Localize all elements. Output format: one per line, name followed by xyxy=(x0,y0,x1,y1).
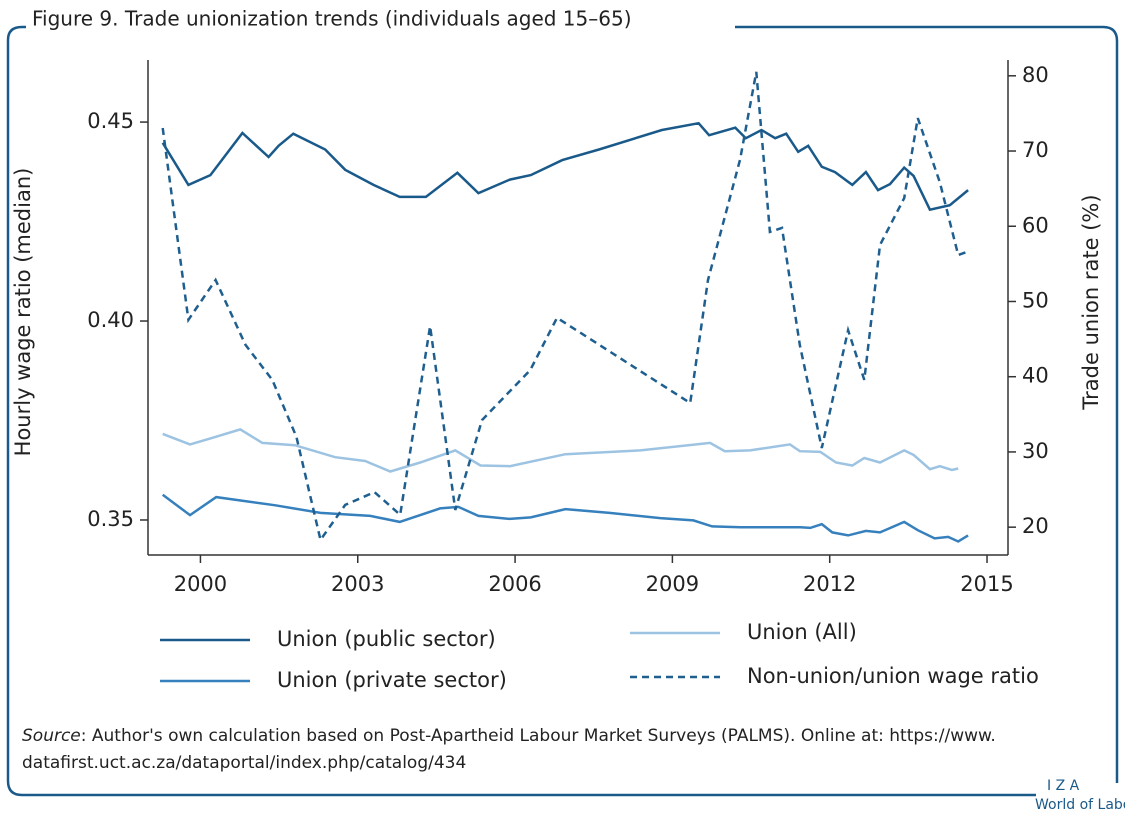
legend-label: Union (private sector) xyxy=(277,668,507,692)
source-label: Source xyxy=(22,726,81,746)
legend-label: Non-union/union wage ratio xyxy=(747,664,1039,688)
legend-label: Union (public sector) xyxy=(277,627,496,651)
series-line xyxy=(162,428,959,473)
y2-tick-label: 60 xyxy=(1022,213,1049,237)
logo-mark: I Z A xyxy=(1047,778,1080,794)
source-note: Source: Author's own calculation based o… xyxy=(22,726,996,746)
y2-tick-label: 30 xyxy=(1022,439,1049,463)
y2-tick-label: 50 xyxy=(1022,288,1049,312)
y2-tick-label: 40 xyxy=(1022,364,1049,388)
y2-tick-label: 80 xyxy=(1022,63,1049,87)
plot: 2000 2003 2006 2009 2012 2015 0.35 0.40 0.45 20 30… xyxy=(87,60,1049,692)
source-text: datafirst.uct.ac.za/dataportal/index.php… xyxy=(22,753,466,773)
x-tick-label: 2015 xyxy=(960,572,1013,596)
y2-axis-label: Trade union rate (%) xyxy=(1079,194,1103,410)
frame-top xyxy=(735,25,1119,783)
x-tick-label: 2003 xyxy=(331,572,384,596)
x-tick-label: 2000 xyxy=(174,572,227,596)
y2-tick-label: 70 xyxy=(1022,138,1049,162)
logo-name: World of Labor xyxy=(1035,797,1125,813)
y-axis-label: Hourly wage ratio (median) xyxy=(11,168,35,457)
chart-title: Figure 9. Trade unionization trends (ind… xyxy=(32,7,632,31)
y-tick-label: 0.45 xyxy=(87,109,134,133)
series-line xyxy=(161,121,969,212)
x-tick-label: 2012 xyxy=(803,572,856,596)
series-line xyxy=(161,493,969,543)
y-tick-label: 0.40 xyxy=(87,308,134,332)
y2-tick-label: 20 xyxy=(1022,514,1049,538)
x-tick-label: 2006 xyxy=(488,572,541,596)
source-text: : Author's own calculation based on Post… xyxy=(81,726,996,746)
x-tick-label: 2009 xyxy=(646,572,699,596)
legend-label: Union (All) xyxy=(747,620,857,644)
y-tick-label: 0.35 xyxy=(87,507,134,531)
frame-bottom xyxy=(6,25,1036,797)
